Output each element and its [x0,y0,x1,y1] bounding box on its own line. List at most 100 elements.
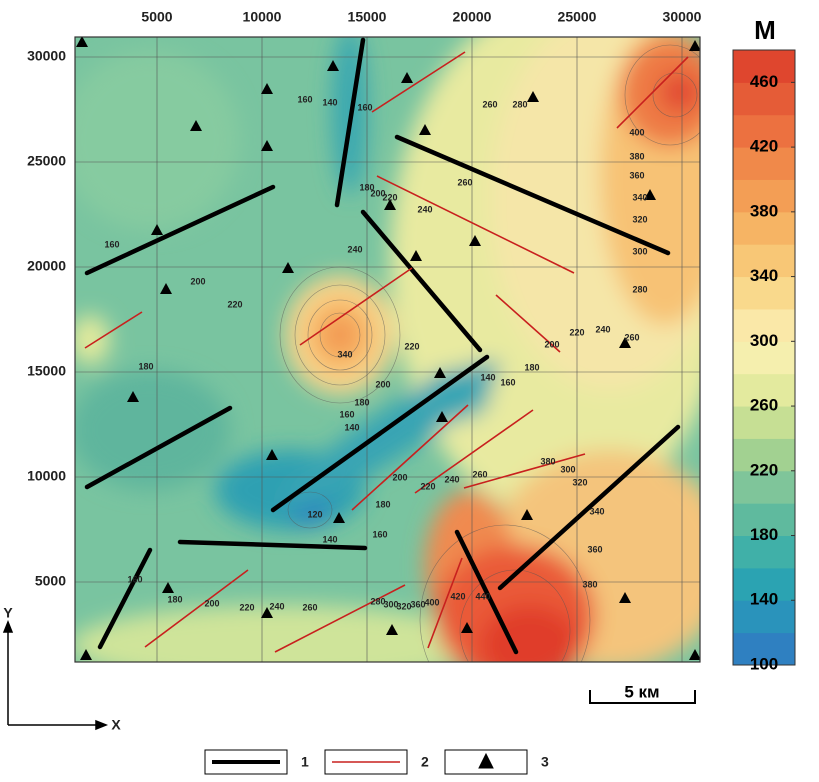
y-tick-label: 25000 [27,153,66,169]
contour-label: 300 [632,246,647,256]
colorbar-band [733,114,795,148]
contour-label: 160 [357,102,372,112]
colorbar-band [733,179,795,213]
contour-label: 140 [322,97,337,107]
point-marker [160,283,172,294]
contour-label: 180 [167,594,182,604]
axis-arrows [2,619,109,731]
fault-line [270,354,490,513]
color-zone [660,72,700,112]
point-marker [333,512,345,523]
colorbar-band [733,373,795,407]
point-marker [261,607,273,618]
point-marker [419,124,431,135]
contour-label: 180 [375,499,390,509]
y-tick-label: 20000 [27,258,66,274]
fault-line [84,405,233,490]
colorbar-band [733,535,795,569]
red-line [463,453,586,489]
point-marker [436,411,448,422]
point-marker [410,250,422,261]
contour-label: 120 [307,509,322,519]
colorbar-band [733,632,795,666]
point-marker [261,140,273,151]
points [76,37,700,660]
contour-label: 400 [629,127,644,137]
red-line [351,404,469,511]
point-marker [76,37,88,47]
colorbar-label: 340 [750,266,778,285]
unit-label: M [754,15,776,45]
contour-label: 340 [589,506,604,516]
contour-label: 180 [524,362,539,372]
contour-label: 260 [482,99,497,109]
colorbar-label: 100 [750,654,778,673]
color-zone [327,321,353,349]
colorbar-band [733,147,795,180]
contour-label: 200 [190,276,205,286]
red-line [274,584,406,653]
red-lines [84,51,689,653]
contour-label: 160 [297,94,312,104]
point-marker [266,449,278,460]
y-tick-label: 15000 [27,363,66,379]
contour-label: 200 [392,472,407,482]
point-marker [386,624,398,635]
colorbar-band [733,600,795,634]
contour-label: 240 [269,601,284,611]
point-marker [689,40,700,51]
red-line [299,267,413,346]
contour-label: 240 [347,244,362,254]
contour-label: 160 [104,239,119,249]
contour-label: 280 [370,596,385,606]
y-axis-label: Y [3,605,13,621]
contour-label: 180 [354,397,369,407]
point-marker [127,391,139,402]
contour-label: 300 [560,464,575,474]
point-marker [80,649,92,660]
color-zone [75,50,240,230]
colorbar-band [733,406,795,439]
contour-label: 360 [587,544,602,554]
contour-label: 240 [595,324,610,334]
contour-label: 200 [375,379,390,389]
contour-label: 160 [372,529,387,539]
colorbar-band [733,438,795,472]
color-zone [480,605,580,662]
color-zone [75,370,230,490]
colorbar-band [733,82,795,116]
red-line [371,51,466,113]
contour-label: 140 [480,372,495,382]
contour-label: 200 [544,339,559,349]
faults [84,37,681,655]
map-frame [74,36,701,663]
red-line [616,56,689,129]
contour-label: 360 [410,599,425,609]
contour-label: 320 [396,601,411,611]
contour-label: 280 [632,284,647,294]
legend-label: 3 [541,754,549,770]
contour-label: 140 [344,422,359,432]
red-line [427,557,463,649]
colorbar-band [733,244,795,278]
fault-line [360,209,483,353]
color-zone [280,361,500,509]
red-line [414,409,534,494]
contour-label: 320 [632,214,647,224]
contour-label: 180 [359,182,374,192]
point-marker [521,509,533,520]
colorbar-label: 300 [750,331,778,350]
fault-line [497,424,681,591]
contour-label: 380 [582,579,597,589]
point-marker [619,592,631,603]
colorbar-band [733,341,795,375]
point-marker [619,337,631,348]
colorbar-frame [732,49,796,666]
contour-label: 340 [632,192,647,202]
point-marker [384,199,396,210]
colorbar-band [733,308,795,342]
contour-label: 320 [572,477,587,487]
contour-label: 360 [629,170,644,180]
contour-label: 280 [512,99,527,109]
